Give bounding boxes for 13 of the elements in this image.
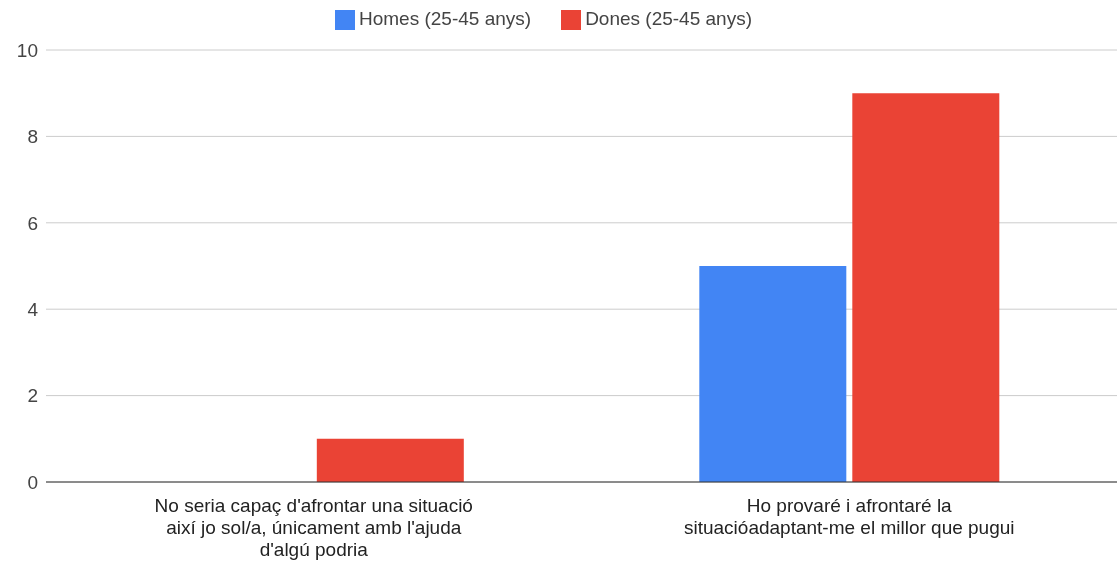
x-tick-label: No seria capaç d'afrontar una situació així jo sol/a, únicament amb l'ajuda d'algú podria <box>154 495 473 560</box>
legend-label: Dones (25-45 anys) <box>585 8 752 29</box>
bar <box>852 93 1000 482</box>
legend-label: Homes (25-45 anys) <box>359 8 532 29</box>
bar <box>316 438 464 482</box>
y-tick-label: 4 <box>27 298 39 320</box>
bar <box>699 266 847 482</box>
y-tick-label: 6 <box>27 212 38 234</box>
y-tick-label: 0 <box>27 471 38 493</box>
y-tick-label: 2 <box>27 385 38 407</box>
x-tick-label: Ho provaré i afrontaré la situacióadaptant-me el millor que pugui <box>683 495 1015 538</box>
y-tick-label: 8 <box>27 126 38 148</box>
y-tick-label: 10 <box>16 39 38 61</box>
